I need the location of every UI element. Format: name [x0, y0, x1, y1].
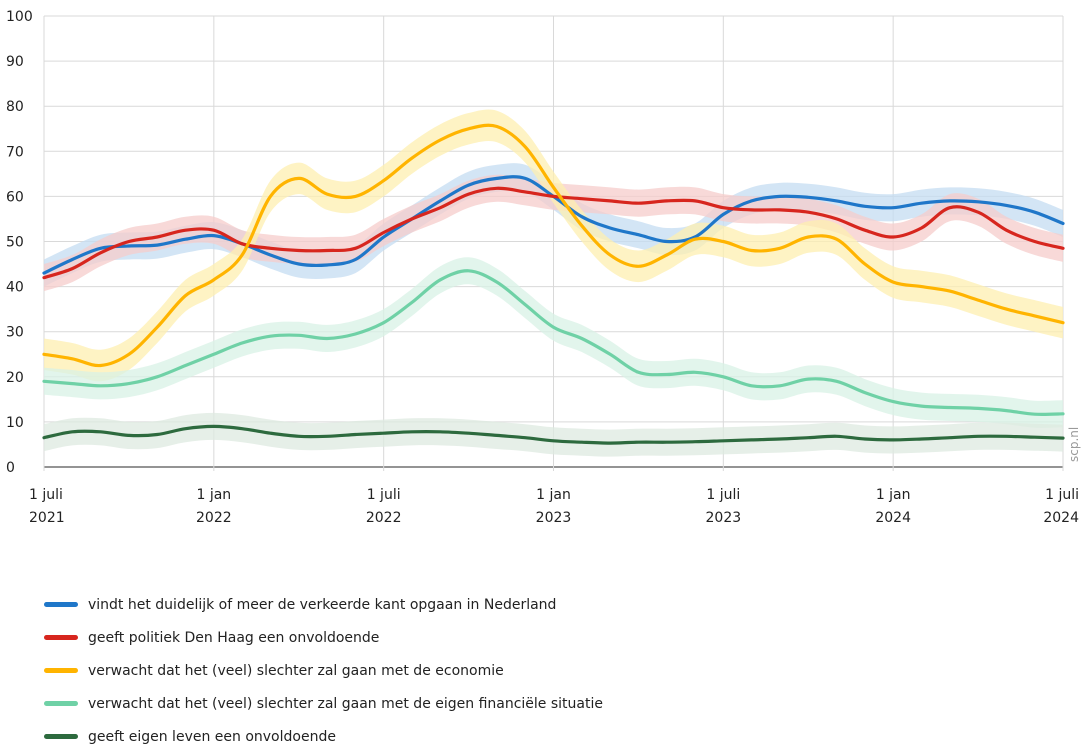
series-line-1: [42, 186, 1065, 280]
series-line-2: [42, 123, 1065, 368]
x-tick-label-1-line1: 1 jan: [196, 487, 231, 503]
legend-swatch-3: [44, 701, 78, 706]
legend-item-4: geeft eigen leven een onvoldoende: [44, 720, 603, 753]
series-band-3: [44, 257, 1063, 428]
legend-item-0: vindt het duidelijk of meer de verkeerde…: [44, 588, 603, 621]
x-tick-label-4-line1: 1 juli: [706, 487, 740, 503]
legend-item-1: geeft politiek Den Haag een onvoldoende: [44, 621, 603, 654]
y-tick-label-50: 50: [6, 235, 24, 251]
x-tick-label-2-line1: 1 juli: [367, 487, 401, 503]
legend-label-3: verwacht dat het (veel) slechter zal gaa…: [88, 695, 603, 712]
y-tick-label-0: 0: [6, 460, 15, 476]
legend-swatch-1: [44, 635, 78, 640]
x-axis-ticks: 1 juli 2021 1 jan 2022 1 juli 2022 1 jan 2023 1 …: [29, 487, 1079, 526]
y-tick-label-90: 90: [6, 54, 24, 70]
legend-label-2: verwacht dat het (veel) slechter zal gaa…: [88, 662, 504, 679]
y-tick-label-10: 10: [6, 415, 24, 431]
x-tick-label-3-line1: 1 jan: [536, 487, 571, 503]
x-tick-label-6-line1: 1 juli: [1045, 487, 1079, 503]
legend-swatch-2: [44, 668, 78, 673]
series-line-4: [42, 424, 1065, 445]
y-tick-label-70: 70: [6, 144, 24, 160]
legend-swatch-0: [44, 602, 78, 607]
x-tick-label-5-line1: 1 jan: [876, 487, 911, 503]
y-tick-label-40: 40: [6, 280, 24, 296]
y-tick-label-80: 80: [6, 99, 24, 115]
legend-swatch-4: [44, 734, 78, 739]
legend: vindt het duidelijk of meer de verkeerde…: [44, 588, 603, 753]
y-tick-label-30: 30: [6, 325, 24, 341]
y-tick-label-60: 60: [6, 189, 24, 205]
series-line-3: [42, 269, 1065, 417]
x-tick-label-0-line1: 1 juli: [29, 487, 63, 503]
legend-item-2: verwacht dat het (veel) slechter zal gaa…: [44, 654, 603, 687]
x-tick-label-1-line2: 2022: [196, 510, 232, 526]
line-chart: 0 10 20 30 40 50 60 70 80 90 100 1 juli 2021 1 jan 20…: [6, 9, 1081, 526]
legend-item-3: verwacht dat het (veel) slechter zal gaa…: [44, 687, 603, 720]
x-tick-label-0-line2: 2021: [29, 510, 65, 526]
y-axis-ticks: 0 10 20 30 40 50 60 70 80 90 100: [6, 9, 33, 476]
x-tick-label-6-line2: 2024: [1043, 510, 1079, 526]
y-tick-label-20: 20: [6, 370, 24, 386]
x-tick-label-4-line2: 2023: [706, 510, 742, 526]
legend-label-4: geeft eigen leven een onvoldoende: [88, 728, 336, 745]
x-tick-label-2-line2: 2022: [366, 510, 402, 526]
y-tick-label-100: 100: [6, 9, 33, 25]
x-tick-label-5-line2: 2024: [875, 510, 911, 526]
series-band-4: [44, 412, 1063, 457]
x-tick-label-3-line2: 2023: [536, 510, 572, 526]
legend-label-1: geeft politiek Den Haag een onvoldoende: [88, 629, 380, 646]
watermark: scp.nl: [1067, 427, 1081, 462]
series-band-1: [44, 174, 1063, 292]
legend-label-0: vindt het duidelijk of meer de verkeerde…: [88, 596, 557, 613]
series-lines: [42, 123, 1065, 445]
